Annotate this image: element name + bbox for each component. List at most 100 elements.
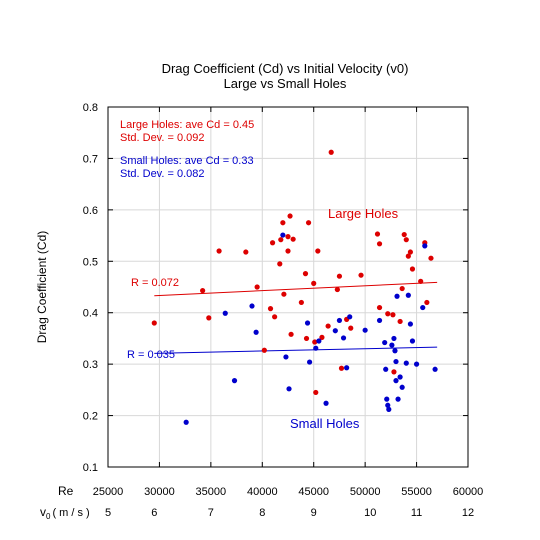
small-holes-point xyxy=(420,304,426,311)
v0-axis-ticks: 5 6 7 8 9 10 11 12 xyxy=(105,507,474,519)
small-holes-point xyxy=(422,243,428,249)
small-holes-point xyxy=(392,348,398,354)
small-holes-point xyxy=(385,402,391,408)
small-holes-point xyxy=(253,329,259,335)
large-holes-point xyxy=(278,237,284,243)
large-holes-point xyxy=(328,149,334,155)
small-holes-point xyxy=(399,384,405,390)
y-axis-label: Drag Coefficient (Cd) xyxy=(35,231,49,344)
large-holes-point xyxy=(216,248,222,254)
large-holes-point xyxy=(288,331,294,337)
x-axis-ticks: 25000 30000 35000 40000 45000 50000 55000 60000 xyxy=(93,107,483,498)
y-tick-label: 0.3 xyxy=(83,359,98,371)
large-holes-point xyxy=(277,261,283,267)
y-tick-label: 0.7 xyxy=(83,153,98,165)
y-tick-label: 0.1 xyxy=(83,462,98,474)
large-holes-point xyxy=(397,318,403,325)
v0-tick-label: 6 xyxy=(151,507,157,519)
large-stats-sd: Std. Dev. = 0.092 xyxy=(120,132,205,144)
large-holes-point xyxy=(287,213,293,219)
small-holes-point xyxy=(336,317,343,324)
y-tick-label: 0.4 xyxy=(83,308,98,320)
v0-tick-label: 8 xyxy=(259,507,265,519)
y-tick-label: 0.6 xyxy=(83,205,98,217)
large-holes-point xyxy=(428,255,434,261)
small-holes-point xyxy=(304,320,311,326)
small-holes-point xyxy=(405,292,411,298)
large-holes-point xyxy=(390,312,396,318)
large-holes-point xyxy=(285,234,291,240)
v0-tick-label: 7 xyxy=(208,507,214,519)
small-holes-point xyxy=(407,321,413,327)
small-holes-point xyxy=(403,360,409,366)
large-holes-point xyxy=(405,253,411,259)
large-holes-point xyxy=(403,237,409,243)
large-holes-point xyxy=(399,285,405,292)
small-holes-point xyxy=(382,339,388,346)
small-holes-point xyxy=(313,345,319,351)
small-holes-point xyxy=(340,335,347,341)
large-holes-point xyxy=(151,320,157,326)
y-axis-ticks: 0.1 0.2 0.3 0.4 0.5 0.6 0.7 0.8 xyxy=(83,102,468,474)
small-holes-point xyxy=(383,366,389,372)
large-holes-point xyxy=(348,325,354,331)
small-holes-point xyxy=(395,396,401,402)
small-holes-point xyxy=(307,359,313,365)
large-holes-point xyxy=(315,248,321,254)
small-holes-point xyxy=(249,303,255,309)
small-holes-point xyxy=(384,396,390,402)
large-holes-point xyxy=(409,266,416,272)
x-axis-label-v0: v0( m / s ) xyxy=(40,505,90,521)
small-holes-point xyxy=(393,358,399,365)
small-holes-point xyxy=(286,386,292,392)
large-stats-avg: Large Holes: ave Cd = 0.45 xyxy=(120,119,254,131)
small-holes-point xyxy=(432,366,438,372)
small-r-value: R = 0.035 xyxy=(127,349,175,361)
large-holes-point xyxy=(285,248,291,254)
large-holes-point xyxy=(272,314,278,320)
large-holes-point xyxy=(311,280,317,286)
large-holes-point xyxy=(200,288,206,294)
x-tick-label: 40000 xyxy=(247,486,278,498)
x-tick-label: 50000 xyxy=(350,486,381,498)
v0-tick-label: 9 xyxy=(311,507,317,519)
small-holes-point xyxy=(397,374,403,380)
small-holes-point xyxy=(386,406,392,412)
x-tick-label: 30000 xyxy=(144,486,175,498)
small-holes-point xyxy=(413,361,420,367)
fit-lines xyxy=(154,281,438,354)
small-holes-point xyxy=(362,327,368,333)
small-holes-point xyxy=(332,328,338,334)
large-holes-point xyxy=(281,291,287,297)
large-holes-point xyxy=(325,323,331,329)
large-holes-point xyxy=(269,240,276,246)
large-holes-point xyxy=(418,278,424,284)
small-holes-point xyxy=(391,335,397,342)
large-holes-point xyxy=(305,220,312,226)
small-holes-point xyxy=(394,293,400,299)
x-axis-label-re: Re xyxy=(58,484,74,498)
large-holes-label: Large Holes xyxy=(328,206,399,221)
small-holes-point xyxy=(323,400,329,406)
large-holes-point xyxy=(298,299,304,306)
v0-tick-label: 10 xyxy=(364,507,376,519)
data-points xyxy=(151,149,438,425)
small-holes-point xyxy=(183,419,189,425)
large-holes-point xyxy=(243,249,249,255)
small-holes-point xyxy=(376,317,383,324)
small-holes-fit-line xyxy=(154,346,438,354)
large-holes-point xyxy=(254,284,260,290)
large-holes-point xyxy=(313,389,319,396)
small-holes-point xyxy=(344,365,350,371)
large-holes-point xyxy=(385,311,391,317)
small-holes-point xyxy=(389,342,395,348)
large-holes-point xyxy=(290,236,296,242)
y-tick-label: 0.8 xyxy=(83,102,98,114)
chart-subtitle: Large vs Small Holes xyxy=(224,76,347,91)
large-holes-point xyxy=(391,369,397,375)
large-holes-point xyxy=(319,334,325,340)
small-holes-point xyxy=(316,338,322,344)
small-stats-avg: Small Holes: ave Cd = 0.33 xyxy=(120,155,254,167)
v0-tick-label: 12 xyxy=(462,507,474,519)
